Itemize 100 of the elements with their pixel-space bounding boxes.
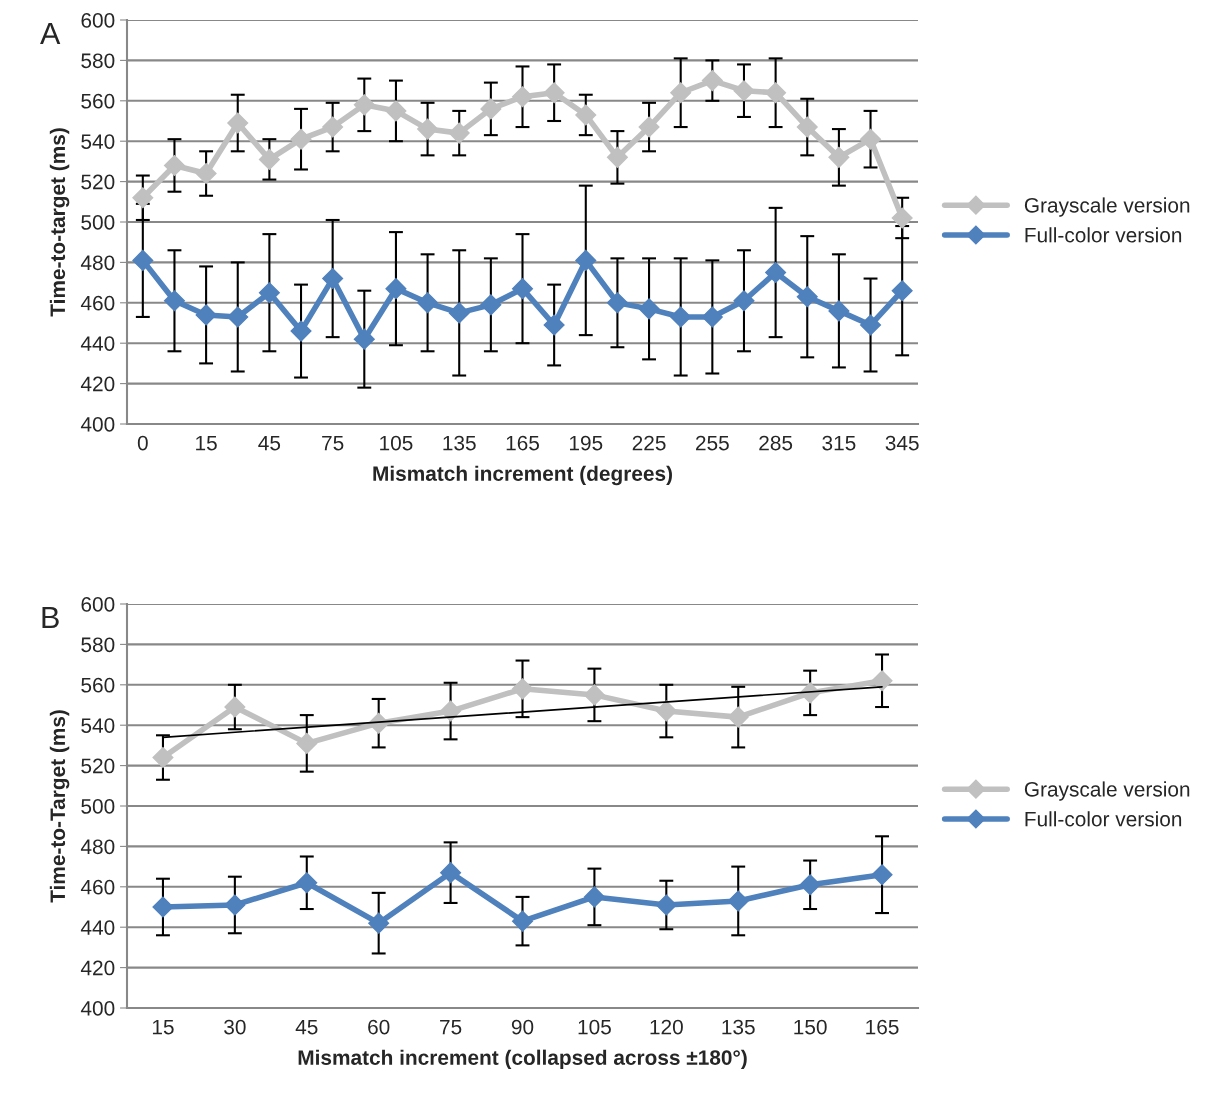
point xyxy=(799,874,821,896)
y-tick-label: 420 xyxy=(80,376,115,392)
x-tick-label: 315 xyxy=(822,435,856,451)
y-tick-label: 420 xyxy=(80,960,115,976)
x-tick-label: 75 xyxy=(440,1019,462,1035)
y-tick-label: 500 xyxy=(81,215,115,230)
point xyxy=(891,207,913,229)
point xyxy=(224,696,246,718)
x-tick-label: 135 xyxy=(443,435,476,451)
x-tick-label: 75 xyxy=(322,435,344,451)
y-tick-label: 440 xyxy=(80,920,115,935)
y-tick-label: 440 xyxy=(80,336,115,351)
point xyxy=(828,300,850,322)
legend-label: Full-color version xyxy=(1025,811,1182,827)
x-tick-label: 105 xyxy=(578,1019,611,1035)
y-tick-label: 600 xyxy=(81,13,115,28)
point xyxy=(258,148,280,170)
point xyxy=(701,306,723,328)
x-tick-label: 225 xyxy=(632,435,666,451)
x-tick-label: 165 xyxy=(866,1019,899,1035)
x-axis-title: Mismatch increment (collapsed across ±180°) xyxy=(298,1049,747,1070)
y-tick-label: 480 xyxy=(80,839,115,855)
point xyxy=(765,82,787,104)
point xyxy=(227,306,249,328)
x-tick-label: 15 xyxy=(152,1019,174,1035)
y-tick-label: 520 xyxy=(81,174,115,190)
point xyxy=(606,146,628,168)
point xyxy=(152,896,174,918)
point xyxy=(796,116,818,138)
point xyxy=(583,684,605,706)
x-tick-label: 60 xyxy=(368,1019,390,1035)
point xyxy=(368,912,390,934)
point xyxy=(385,100,407,122)
point xyxy=(258,282,280,304)
chart-title: B xyxy=(42,606,59,628)
y-tick-label: 600 xyxy=(81,597,115,612)
y-tick-label: 540 xyxy=(81,718,115,733)
x-tick-label: 15 xyxy=(196,435,217,451)
point xyxy=(163,154,185,176)
point xyxy=(448,122,470,144)
point xyxy=(727,706,749,728)
y-tick-label: 520 xyxy=(81,758,115,774)
point xyxy=(670,306,692,328)
x-tick-label: 150 xyxy=(794,1019,827,1035)
point xyxy=(417,292,439,314)
point xyxy=(891,280,913,302)
point xyxy=(871,670,893,692)
x-tick-label: 0 xyxy=(137,435,148,451)
point xyxy=(860,314,882,336)
y-tick-label: 500 xyxy=(81,799,115,814)
point xyxy=(701,70,723,92)
point xyxy=(132,249,154,271)
chart-title: A xyxy=(40,22,61,44)
y-tick-label: 560 xyxy=(81,677,115,693)
x-tick-label: 195 xyxy=(569,435,603,451)
y-tick-label: 400 xyxy=(80,1001,115,1016)
x-tick-label: 45 xyxy=(258,435,281,451)
point xyxy=(224,894,246,916)
y-tick-label: 460 xyxy=(80,879,115,895)
x-tick-label: 105 xyxy=(380,435,413,451)
point xyxy=(440,862,462,884)
point xyxy=(511,86,534,108)
legend-label: Grayscale version xyxy=(1024,197,1190,217)
point xyxy=(860,128,882,150)
point xyxy=(353,94,375,116)
point xyxy=(670,82,692,104)
y-tick-label: 560 xyxy=(81,93,115,109)
x-tick-label: 45 xyxy=(295,1019,318,1035)
x-tick-label: 255 xyxy=(696,435,729,451)
point xyxy=(727,890,749,912)
point xyxy=(543,82,565,104)
point xyxy=(733,290,755,312)
point xyxy=(655,894,677,916)
point xyxy=(417,118,439,140)
point xyxy=(480,98,502,120)
y-axis-title: Time-to-Target (ms) xyxy=(49,710,70,903)
point xyxy=(765,261,787,284)
point xyxy=(575,104,597,126)
legend-label: Grayscale version xyxy=(1024,781,1190,801)
x-tick-label: 285 xyxy=(759,435,793,451)
point xyxy=(480,294,502,316)
point xyxy=(511,278,534,300)
y-tick-label: 400 xyxy=(80,417,115,432)
point xyxy=(322,268,344,290)
y-tick-label: 580 xyxy=(81,637,115,653)
y-tick-label: 580 xyxy=(81,53,115,69)
point xyxy=(543,314,565,336)
point xyxy=(290,128,312,150)
point xyxy=(163,290,185,312)
point xyxy=(440,700,462,722)
legend-label: Full-color version xyxy=(1025,227,1182,243)
point xyxy=(132,187,154,209)
point xyxy=(322,116,344,138)
point xyxy=(733,80,755,102)
point xyxy=(290,320,312,342)
y-axis-title: Time-to-target (ms) xyxy=(49,128,70,317)
point xyxy=(583,886,605,908)
point xyxy=(152,747,174,769)
point xyxy=(227,112,249,134)
point xyxy=(575,249,597,271)
